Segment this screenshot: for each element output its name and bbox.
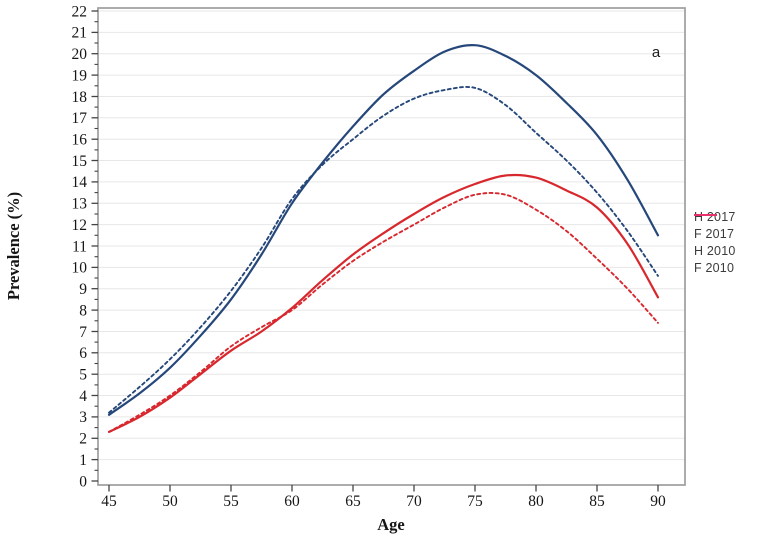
data-curves: [107, 43, 660, 433]
x-tick-label: 45: [101, 493, 117, 510]
y-tick-label: 1: [79, 452, 87, 469]
y-tick-label: 3: [79, 409, 87, 426]
y-tick-label: 16: [72, 132, 88, 149]
legend-line-swatch: [694, 213, 717, 217]
y-tick-label: 22: [72, 3, 88, 20]
legend-item-f-2010: F 2010: [694, 213, 736, 275]
y-tick-label: 0: [79, 473, 87, 490]
x-tick-label: 50: [162, 493, 178, 510]
y-tick-label: 12: [72, 217, 88, 234]
legend-item-label: F 2017: [694, 226, 735, 241]
y-tick-label: 10: [72, 260, 88, 277]
y-tick-label: 21: [72, 25, 88, 42]
legend-item-label: H 2010: [694, 243, 736, 258]
y-tick-label: 5: [79, 367, 87, 384]
y-tick-label: 17: [72, 110, 88, 127]
x-tick-label: 60: [284, 493, 300, 510]
y-tick-label: 20: [72, 46, 88, 63]
x-tick-label: 80: [528, 493, 544, 510]
y-tick-label: 14: [72, 174, 88, 191]
legend-item-h-2010: H 2010: [694, 213, 736, 258]
y-tick-label: 11: [72, 238, 87, 255]
series-curve-h-2017: [107, 43, 660, 416]
legend: H 2017 F 2017 H 2010 F 2010: [694, 209, 736, 275]
x-tick-label: 55: [223, 493, 239, 510]
x-tick-label: 75: [467, 493, 483, 510]
legend-item-f-2017: F 2017: [694, 213, 736, 241]
y-tick-label: 13: [72, 196, 88, 213]
x-tick-label: 70: [406, 493, 422, 510]
gridlines: [98, 10, 685, 461]
legend-item-label: H 2017: [694, 209, 736, 224]
series-curve-h-2010: [108, 85, 659, 414]
axis-ticks: [91, 10, 659, 492]
x-tick-label: 65: [345, 493, 361, 510]
series-curve-f-2017: [107, 173, 660, 433]
x-tick-label: 85: [589, 493, 605, 510]
x-axis-title: Age: [377, 515, 405, 534]
x-tick-label: 90: [650, 493, 666, 510]
y-tick-label: 18: [72, 89, 88, 106]
y-tick-label: 9: [79, 281, 87, 298]
y-axis-title: Prevalence (%): [4, 192, 23, 300]
y-tick-label: 2: [79, 431, 87, 448]
y-tick-label: 7: [79, 324, 87, 341]
panel-letter-label: a: [652, 44, 661, 61]
y-tick-label: 15: [72, 153, 88, 170]
y-tick-label: 8: [79, 302, 87, 319]
y-tick-label: 4: [79, 388, 87, 405]
y-tick-label: 19: [72, 67, 88, 84]
series-curve-f-2010: [108, 192, 659, 433]
legend-item-label: F 2010: [694, 260, 735, 275]
y-tick-label: 6: [79, 345, 87, 362]
